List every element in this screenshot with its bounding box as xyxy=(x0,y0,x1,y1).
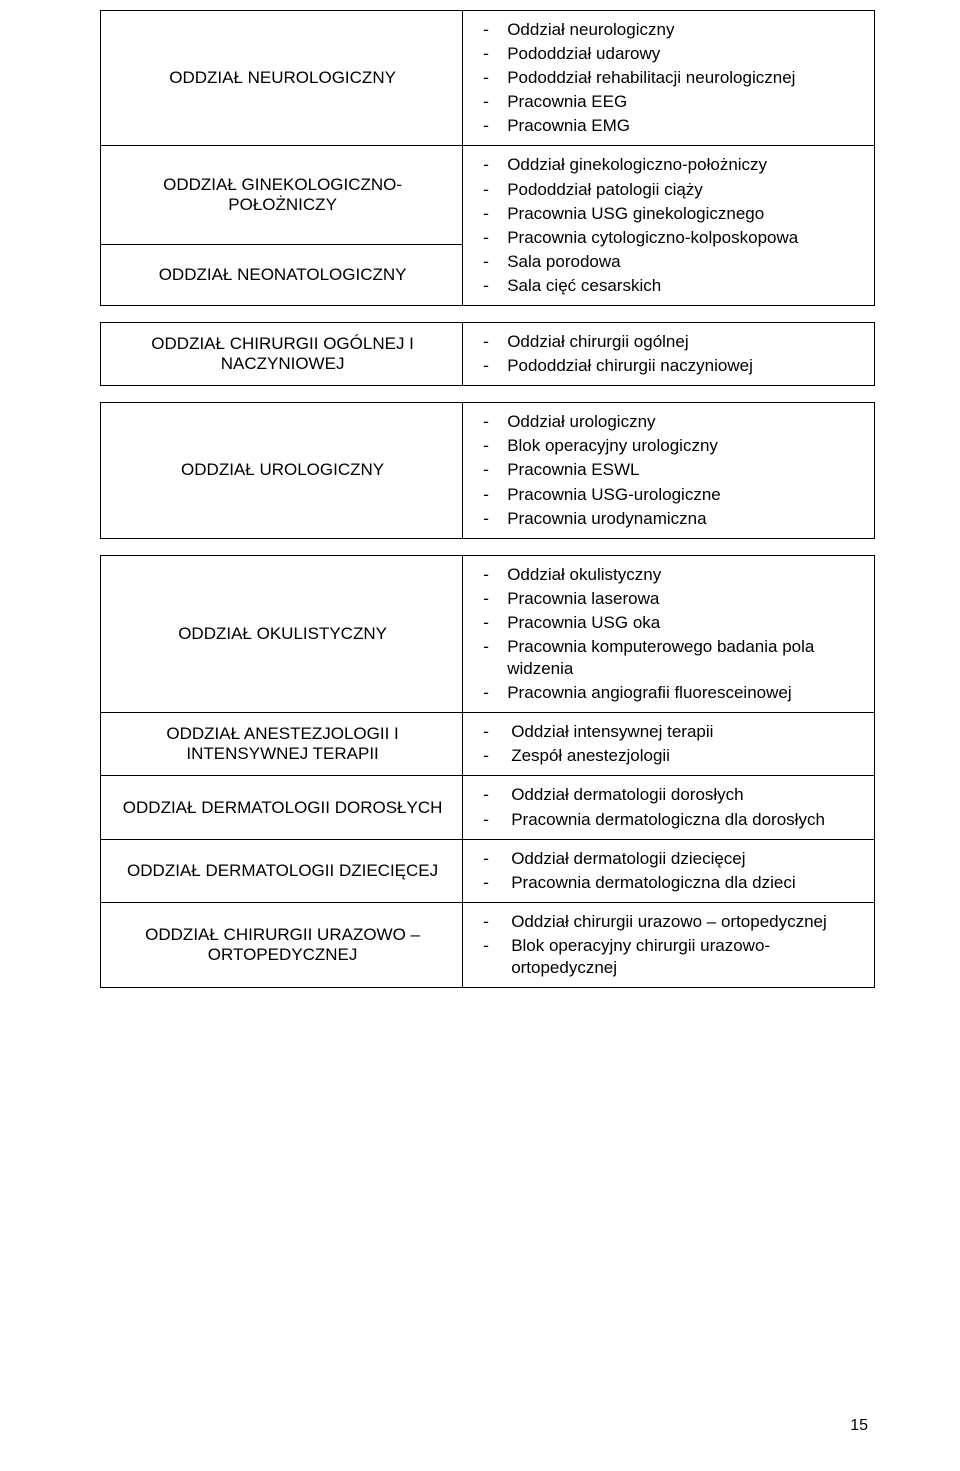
list-item: Pracownia EMG xyxy=(467,115,866,137)
list-item: Oddział ginekologiczno-położniczy xyxy=(467,154,866,176)
list-item: Pracownia USG-urologiczne xyxy=(467,484,866,506)
units-list: Oddział urologicznyBlok operacyjny urolo… xyxy=(467,411,866,529)
department-name-cell: ODDZIAŁ NEUROLOGICZNY xyxy=(101,11,463,146)
document-page: ODDZIAŁ NEUROLOGICZNYOddział neurologicz… xyxy=(0,0,960,1471)
list-item: Oddział chirurgii urazowo – ortopedyczne… xyxy=(467,911,866,933)
department-units-cell: Oddział okulistycznyPracownia laserowaPr… xyxy=(463,555,875,713)
list-item: Pracownia laserowa xyxy=(467,588,866,610)
list-item: Pododdział rehabilitacji neurologicznej xyxy=(467,67,866,89)
department-units-cell: Oddział neurologicznyPododdział udarowyP… xyxy=(463,11,875,146)
units-list: Oddział intensywnej terapii Zespół anest… xyxy=(467,721,866,767)
department-name-cell: ODDZIAŁ NEONATOLOGICZNY xyxy=(101,244,463,305)
list-item: Blok operacyjny urologiczny xyxy=(467,435,866,457)
department-units-cell: Oddział dermatologii dziecięcej Pracowni… xyxy=(463,839,875,902)
list-item: Pododdział patologii ciąży xyxy=(467,179,866,201)
department-name-cell: ODDZIAŁ UROLOGICZNY xyxy=(101,403,463,538)
department-units-cell: Oddział dermatologii dorosłych Pracownia… xyxy=(463,776,875,839)
department-units-cell: Oddział chirurgii ogólnej Pododdział chi… xyxy=(463,323,875,386)
list-item: Oddział intensywnej terapii xyxy=(467,721,866,743)
list-item: Pracownia USG ginekologicznego xyxy=(467,203,866,225)
list-item: Zespół anestezjologii xyxy=(467,745,866,767)
table-row: ODDZIAŁ OKULISTYCZNYOddział okulistyczny… xyxy=(101,555,875,713)
units-list: Oddział neurologicznyPododdział udarowyP… xyxy=(467,19,866,137)
department-table: ODDZIAŁ OKULISTYCZNYOddział okulistyczny… xyxy=(100,555,875,988)
department-units-cell: Oddział urologicznyBlok operacyjny urolo… xyxy=(463,403,875,538)
department-name-cell: ODDZIAŁ CHIRURGII URAZOWO – ORTOPEDYCZNE… xyxy=(101,902,463,987)
department-table: ODDZIAŁ NEUROLOGICZNYOddział neurologicz… xyxy=(100,10,875,306)
list-item: Oddział neurologiczny xyxy=(467,19,866,41)
table-row: ODDZIAŁ UROLOGICZNYOddział urologicznyBl… xyxy=(101,403,875,538)
department-name-cell: ODDZIAŁ DERMATOLOGII DOROSŁYCH xyxy=(101,776,463,839)
list-item: Blok operacyjny chirurgii urazowo-ortope… xyxy=(467,935,866,979)
list-item: Oddział chirurgii ogólnej xyxy=(467,331,866,353)
department-name-cell: ODDZIAŁ DERMATOLOGII DZIECIĘCEJ xyxy=(101,839,463,902)
list-item: Pracownia urodynamiczna xyxy=(467,508,866,530)
table-row: ODDZIAŁ ANESTEZJOLOGII I INTENSYWNEJ TER… xyxy=(101,713,875,776)
list-item: Pracownia komputerowego badania pola wid… xyxy=(467,636,866,680)
department-name-cell: ODDZIAŁ OKULISTYCZNY xyxy=(101,555,463,713)
list-item: Pododdział udarowy xyxy=(467,43,866,65)
department-units-cell: Oddział intensywnej terapii Zespół anest… xyxy=(463,713,875,776)
units-list: Oddział chirurgii urazowo – ortopedyczne… xyxy=(467,911,866,979)
department-units-cell: Oddział chirurgii urazowo – ortopedyczne… xyxy=(463,902,875,987)
department-name-cell: ODDZIAŁ GINEKOLOGICZNO-POŁOŻNICZY xyxy=(101,146,463,244)
units-list: Oddział okulistycznyPracownia laserowaPr… xyxy=(467,564,866,705)
units-list: Oddział dermatologii dziecięcej Pracowni… xyxy=(467,848,866,894)
list-item: Pracownia EEG xyxy=(467,91,866,113)
table-row: ODDZIAŁ CHIRURGII URAZOWO – ORTOPEDYCZNE… xyxy=(101,902,875,987)
list-item: Pracownia angiografii fluoresceinowej xyxy=(467,682,866,704)
list-item: Sala porodowa xyxy=(467,251,866,273)
table-row: ODDZIAŁ GINEKOLOGICZNO-POŁOŻNICZYOddział… xyxy=(101,146,875,244)
list-item: Oddział urologiczny xyxy=(467,411,866,433)
department-name-cell: ODDZIAŁ ANESTEZJOLOGII I INTENSYWNEJ TER… xyxy=(101,713,463,776)
table-row: ODDZIAŁ CHIRURGII OGÓLNEJ I NACZYNIOWEJO… xyxy=(101,323,875,386)
list-item: Pracownia dermatologiczna dla dzieci xyxy=(467,872,866,894)
list-item: Pracownia cytologiczno-kolposkopowa xyxy=(467,227,866,249)
list-item: Pododdział chirurgii naczyniowej xyxy=(467,355,866,377)
department-table: ODDZIAŁ UROLOGICZNYOddział urologicznyBl… xyxy=(100,402,875,538)
list-item: Pracownia dermatologiczna dla dorosłych xyxy=(467,809,866,831)
list-item: Pracownia ESWL xyxy=(467,459,866,481)
tables-container: ODDZIAŁ NEUROLOGICZNYOddział neurologicz… xyxy=(100,10,875,988)
units-list: Oddział ginekologiczno-położniczy Pododdz… xyxy=(467,154,866,297)
list-item: Pracownia USG oka xyxy=(467,612,866,634)
list-item: Oddział okulistyczny xyxy=(467,564,866,586)
table-row: ODDZIAŁ DERMATOLOGII DZIECIĘCEJ Oddział … xyxy=(101,839,875,902)
table-row: ODDZIAŁ DERMATOLOGII DOROSŁYCH Oddział d… xyxy=(101,776,875,839)
page-number: 15 xyxy=(850,1417,868,1435)
department-table: ODDZIAŁ CHIRURGII OGÓLNEJ I NACZYNIOWEJO… xyxy=(100,322,875,386)
department-units-cell: Oddział ginekologiczno-położniczy Pododdz… xyxy=(463,146,875,306)
department-name-cell: ODDZIAŁ CHIRURGII OGÓLNEJ I NACZYNIOWEJ xyxy=(101,323,463,386)
list-item: Sala cięć cesarskich xyxy=(467,275,866,297)
units-list: Oddział dermatologii dorosłych Pracownia… xyxy=(467,784,866,830)
units-list: Oddział chirurgii ogólnej Pododdział chi… xyxy=(467,331,866,377)
list-item: Oddział dermatologii dorosłych xyxy=(467,784,866,806)
list-item: Oddział dermatologii dziecięcej xyxy=(467,848,866,870)
table-row: ODDZIAŁ NEUROLOGICZNYOddział neurologicz… xyxy=(101,11,875,146)
